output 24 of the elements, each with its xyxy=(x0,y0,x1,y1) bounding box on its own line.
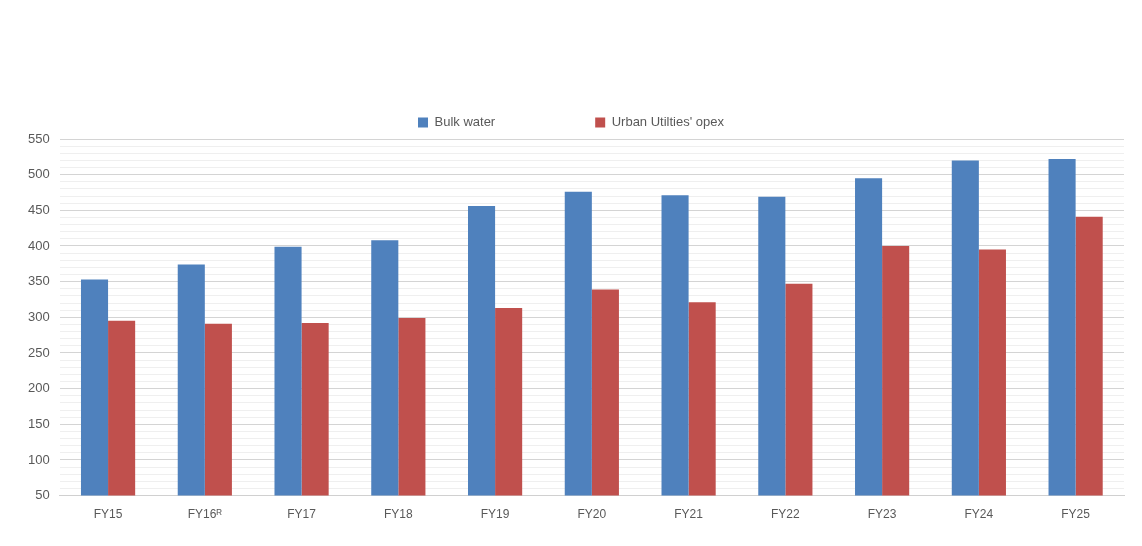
x-tick-label: FY15 xyxy=(93,507,123,522)
y-tick-label: 550 xyxy=(27,130,50,146)
y-tick-label: 350 xyxy=(27,273,50,289)
x-tick-label: FY24 xyxy=(964,507,994,522)
y-tick-label: 500 xyxy=(27,166,50,182)
x-tick-label: FY17 xyxy=(287,507,317,522)
y-tick-label: 250 xyxy=(27,344,50,360)
x-tick-label: FY22 xyxy=(771,507,801,522)
x-tick-label: FY23 xyxy=(867,507,897,522)
legend-label: Bulk water xyxy=(434,114,496,130)
x-tick-label: FY21 xyxy=(674,507,704,522)
y-tick-label: 300 xyxy=(27,308,50,324)
x-tick-label: FY16ᴿ xyxy=(187,507,223,522)
y-tick-label: 450 xyxy=(27,201,50,217)
x-tick-label: FY19 xyxy=(480,507,510,522)
x-tick-label: FY20 xyxy=(577,507,607,522)
y-tick-label: 400 xyxy=(27,237,50,253)
y-tick-label: 200 xyxy=(27,380,50,396)
x-tick-label: FY18 xyxy=(383,507,413,522)
y-tick-label: 150 xyxy=(27,415,50,431)
y-tick-label: 50 xyxy=(35,487,50,503)
legend-label: Urban Utilties' opex xyxy=(611,114,725,130)
y-tick-label: 100 xyxy=(27,451,50,467)
x-tick-label: FY25 xyxy=(1061,507,1091,522)
